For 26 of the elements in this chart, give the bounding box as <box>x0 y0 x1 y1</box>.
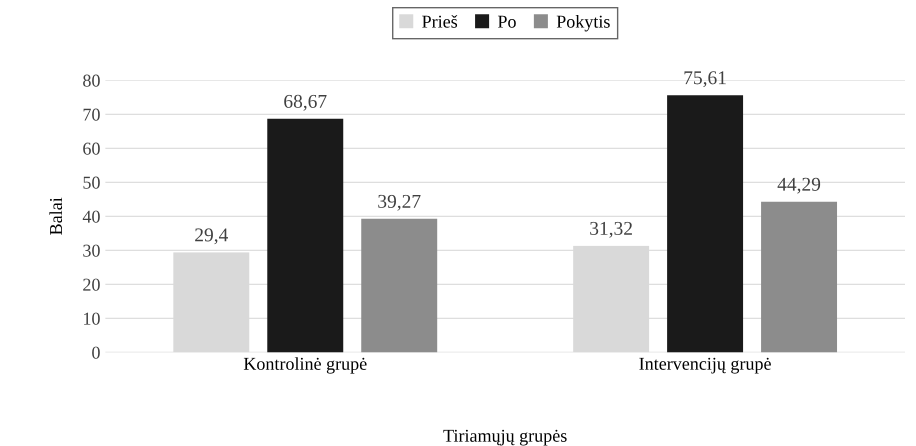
legend-label: Prieš <box>422 14 458 28</box>
y-tick-label: 20 <box>83 278 100 291</box>
x-axis-title: Tiriamųjų grupės <box>443 430 567 446</box>
bar <box>267 118 344 352</box>
y-tick-label: 80 <box>83 74 100 87</box>
y-tick-label: 0 <box>92 346 100 359</box>
y-tick-label: 70 <box>84 108 100 121</box>
bar <box>361 218 438 352</box>
y-tick-label: 40 <box>82 210 100 223</box>
legend-label: Pokytis <box>556 15 610 32</box>
y-tick-label: 10 <box>84 312 100 325</box>
data-label: 39,27 <box>378 194 421 211</box>
legend-label: Po <box>498 16 516 28</box>
bar <box>761 202 838 352</box>
data-label: 29,4 <box>195 228 228 244</box>
y-tick-label: 60 <box>83 142 100 155</box>
data-label: 68,67 <box>284 94 327 111</box>
y-axis-title: Balai <box>49 198 62 235</box>
x-tick-label: Kontrolinė grupė <box>244 357 367 374</box>
bar <box>667 95 744 352</box>
y-tick-label: 50 <box>83 176 100 189</box>
data-label: 31,32 <box>590 222 632 238</box>
y-tick-label: 30 <box>83 244 100 257</box>
data-label: 44,29 <box>778 178 820 194</box>
x-tick-label: Intervencijų grupė <box>639 358 771 374</box>
data-label: 75,61 <box>684 71 726 88</box>
